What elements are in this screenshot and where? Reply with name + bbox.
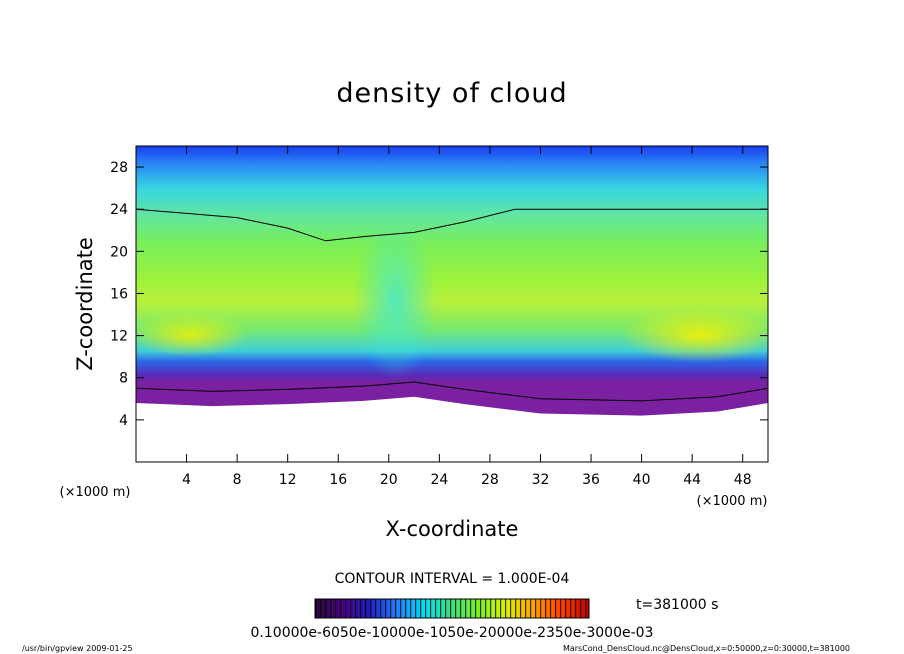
x-unit-left: (×1000 m): [60, 485, 131, 500]
x-tick-label: 36: [582, 472, 600, 488]
x-tick-label: 32: [532, 472, 550, 488]
x-unit-right: (×1000 m): [697, 494, 768, 509]
x-tick-label: 12: [279, 472, 297, 488]
x-axis-label: X-coordinate: [386, 517, 519, 541]
colorbar-labels: 0.10000e-6050e-10000e-1050e-20000e-2350e…: [251, 625, 654, 641]
dense-region-left: [136, 313, 250, 357]
footer-right: MarsCond_DensCloud.nc@DensCloud,x=0:5000…: [563, 644, 850, 653]
y-tick-label: 20: [110, 244, 128, 260]
footer-left: /usr/bin/gpview 2009-01-25: [22, 644, 133, 653]
cyan-plume: [353, 220, 437, 380]
x-axis: 4 8 12 16 20 24 28 32 36 40 44 48: [182, 146, 752, 488]
x-tick-label: 48: [734, 472, 752, 488]
x-tick-label: 24: [430, 472, 448, 488]
chart-title: density of cloud: [336, 78, 567, 109]
plot-area: [136, 146, 768, 462]
x-tick-label: 8: [233, 472, 242, 488]
y-tick-label: 24: [110, 202, 128, 218]
y-axis: 4 8 12 16 20 24 28: [110, 160, 768, 429]
plot-frame: [135, 145, 769, 463]
y-axis-label: Z-coordinate: [73, 237, 97, 371]
y-tick-label: 8: [119, 371, 128, 387]
y-tick-label: 12: [110, 329, 128, 345]
x-tick-label: 28: [481, 472, 499, 488]
time-label: t=381000 s: [636, 597, 718, 613]
contour-interval: CONTOUR INTERVAL = 1.000E-04: [335, 571, 570, 587]
x-tick-label: 16: [329, 472, 347, 488]
density-field: [136, 146, 768, 416]
x-tick-label: 44: [683, 472, 701, 488]
x-tick-label: 40: [633, 472, 651, 488]
colorbar: [314, 598, 590, 619]
x-tick-label: 20: [380, 472, 398, 488]
contour-line-base: [136, 381, 768, 402]
dense-region-right: [620, 307, 768, 363]
y-tick-label: 4: [119, 413, 128, 429]
contour-line-upper: [136, 208, 768, 242]
x-tick-label: 4: [182, 472, 191, 488]
y-tick-label: 28: [110, 160, 128, 176]
y-tick-label: 16: [110, 286, 128, 302]
